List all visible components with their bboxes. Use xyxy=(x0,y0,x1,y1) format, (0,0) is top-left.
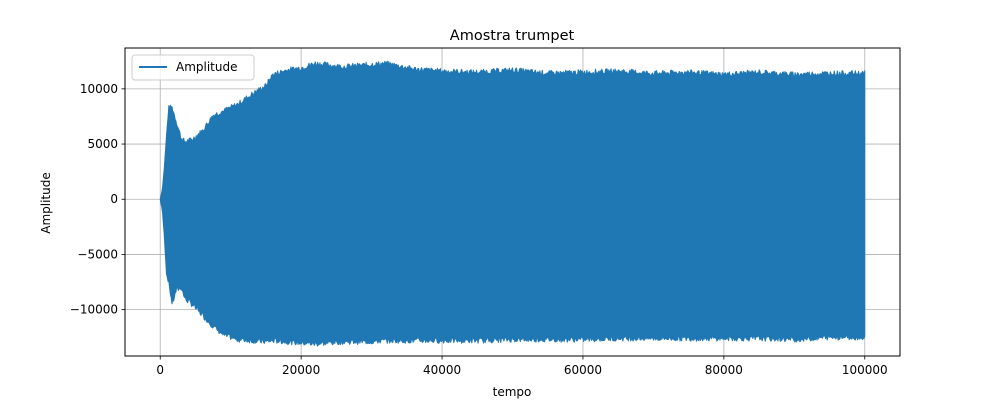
x-tick-label: 40000 xyxy=(423,363,461,377)
x-tick-label: 80000 xyxy=(705,363,743,377)
x-tick-label: 20000 xyxy=(282,363,320,377)
y-tick-label: 5000 xyxy=(87,137,118,151)
x-tick-label: 60000 xyxy=(564,363,602,377)
x-tick-label: 0 xyxy=(156,363,164,377)
series-amplitude-waveform xyxy=(159,60,866,347)
y-tick-label: −10000 xyxy=(70,303,118,317)
x-axis-ticks: 0 20000 40000 60000 80000 100000 xyxy=(156,356,888,377)
chart-title: Amostra trumpet xyxy=(450,28,575,44)
plot-frame xyxy=(124,47,901,357)
legend: Amplitude xyxy=(131,54,255,81)
legend-box xyxy=(131,54,255,81)
y-tick-label: 10000 xyxy=(80,82,118,96)
y-tick-label: −5000 xyxy=(77,247,118,261)
x-tick-label: 100000 xyxy=(842,363,888,377)
y-axis-label: Amplitude xyxy=(39,172,53,234)
y-axis-ticks: 10000 5000 0 −5000 −10000 xyxy=(70,82,125,317)
y-tick-label: 0 xyxy=(110,192,118,206)
legend-label-amplitude: Amplitude xyxy=(176,60,238,74)
x-axis-label: tempo xyxy=(493,385,532,399)
series-layer xyxy=(159,60,866,347)
